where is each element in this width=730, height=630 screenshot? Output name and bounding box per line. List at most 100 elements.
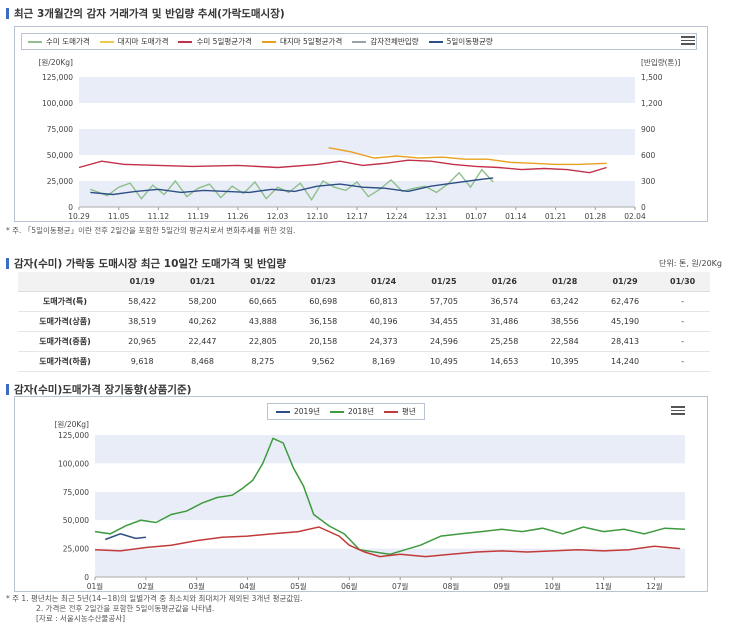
legend-swatch bbox=[261, 40, 276, 43]
grid-band bbox=[95, 548, 685, 577]
x-tick-label: 01.14 bbox=[505, 212, 527, 221]
y-tick-label: 50,000 bbox=[47, 151, 73, 160]
chart2-panel: 2019년 2018년 평년 0 25,000 50,000 75,000 100,00… bbox=[14, 396, 708, 592]
series-line bbox=[104, 533, 146, 541]
section2-title: 감자(수미) 가락동 도매시장 최근 10일간 도매가격 및 반입량 bbox=[14, 258, 286, 270]
table-header: 01/30 bbox=[655, 272, 710, 292]
table-cell: 22,447 bbox=[172, 331, 233, 352]
x-tick-label: 06월 bbox=[341, 581, 358, 591]
section-marker bbox=[6, 384, 9, 395]
legend-item[interactable]: 수미 도매가격 bbox=[28, 36, 90, 47]
y-tick-label: 125,000 bbox=[42, 73, 73, 82]
y-tick-label: 75,000 bbox=[47, 125, 73, 134]
legend-label: 감자전체반입량 bbox=[370, 37, 419, 46]
x-tick-label: 11월 bbox=[595, 581, 612, 591]
table-cell: 63,242 bbox=[534, 291, 595, 312]
table-header-row: 01/19 01/21 01/22 01/23 01/24 01/25 01/2… bbox=[18, 272, 710, 292]
table-cell: - bbox=[655, 311, 710, 332]
section-marker bbox=[6, 258, 9, 269]
table-cell: 40,196 bbox=[353, 311, 414, 332]
chart2-svg: 0 25,000 50,000 75,000 100,000 125,000 [원/20Kg… bbox=[54, 420, 686, 591]
legend-item[interactable]: 대지마 도매가격 bbox=[99, 36, 168, 47]
table-cell: 8,169 bbox=[353, 351, 414, 372]
table-header: 01/22 bbox=[232, 272, 294, 292]
chart1-legend: 수미 도매가격 대지마 도매가격 수미 5일평균가격 대지마 5일평균가격 감자… bbox=[21, 33, 697, 50]
legend-item[interactable]: 2018년 bbox=[330, 406, 374, 417]
x-tick-label: 01.07 bbox=[465, 212, 487, 221]
table-cell: 9,618 bbox=[112, 351, 173, 372]
x-tick-label: 02.04 bbox=[624, 212, 646, 221]
table-cell: 24,373 bbox=[353, 331, 414, 352]
table-header: 01/23 bbox=[293, 272, 354, 292]
x-tick-label: 12.31 bbox=[426, 212, 448, 221]
y-tick-label: 0 bbox=[84, 573, 89, 582]
table-cell: 60,698 bbox=[293, 291, 354, 312]
table-cell: 62,476 bbox=[594, 291, 656, 312]
table-cell: 60,813 bbox=[353, 291, 414, 312]
y-tick-label: 25,000 bbox=[47, 177, 73, 186]
x-tick-label: 12월 bbox=[646, 581, 663, 591]
y2-tick-label: 0 bbox=[641, 203, 646, 212]
table-cell: 58,422 bbox=[112, 291, 173, 312]
table-cell: 40,262 bbox=[172, 311, 233, 332]
row-label: 도매가격(특) bbox=[18, 291, 112, 312]
legend-swatch bbox=[330, 410, 344, 413]
legend-label: 수미 5일평균가격 bbox=[196, 37, 252, 46]
table-cell: 8,468 bbox=[172, 351, 233, 372]
chart1-menu-icon[interactable] bbox=[681, 36, 695, 45]
x-tick-label: 12.17 bbox=[346, 212, 368, 221]
chart1-panel: 수미 도매가격 대지마 도매가격 수미 5일평균가격 대지마 5일평균가격 감자… bbox=[14, 26, 708, 222]
series-line bbox=[328, 147, 607, 166]
x-tick-label: 10월 bbox=[545, 581, 562, 591]
table-cell: 38,519 bbox=[112, 311, 173, 332]
x-tick-label: 02월 bbox=[138, 581, 155, 591]
legend-label: 수미 도매가격 bbox=[46, 37, 90, 46]
table-cell: 57,705 bbox=[413, 291, 475, 312]
x-tick-label: 09월 bbox=[494, 581, 511, 591]
legend-item[interactable]: 대지마 5일평균가격 bbox=[261, 36, 343, 47]
series-line bbox=[94, 437, 686, 556]
legend-swatch bbox=[428, 40, 443, 43]
table-header bbox=[18, 272, 112, 292]
table-cell: - bbox=[655, 291, 710, 312]
table-cell: 36,574 bbox=[474, 291, 535, 312]
y-tick-label: 75,000 bbox=[63, 488, 89, 497]
y-axis-unit: [원/20Kg] bbox=[38, 58, 73, 67]
table-header: 01/28 bbox=[534, 272, 595, 292]
table-header: 01/29 bbox=[594, 272, 656, 292]
legend-item[interactable]: 평년 bbox=[384, 406, 416, 417]
table-cell: - bbox=[655, 331, 710, 352]
x-tick-label: 12.24 bbox=[386, 212, 408, 221]
grid-band bbox=[79, 129, 635, 155]
legend-label: 대지마 5일평균가격 bbox=[279, 37, 343, 46]
legend-item[interactable]: 감자전체반입량 bbox=[352, 36, 419, 47]
section1-heading: 최근 3개월간의 감자 거래가격 및 반입량 추세(가락도매시장) bbox=[6, 6, 285, 21]
y-tick-label: 25,000 bbox=[63, 545, 89, 554]
table-cell: 25,258 bbox=[474, 331, 535, 352]
legend-label: 2019년 bbox=[294, 407, 320, 416]
chart2-legend: 2019년 2018년 평년 bbox=[267, 403, 425, 420]
x-tick-label: 04월 bbox=[239, 581, 256, 591]
y-tick-label: 100,000 bbox=[42, 99, 73, 108]
x-tick-label: 01월 bbox=[87, 581, 104, 591]
grid-band bbox=[95, 491, 685, 521]
legend-swatch bbox=[99, 40, 114, 43]
table-cell: 14,653 bbox=[474, 351, 535, 372]
row-label: 도매가격(상품) bbox=[18, 311, 112, 332]
section3-note-line: 2. 가격은 전후 2일간을 포함한 5일이동평균값을 나타냄. bbox=[36, 604, 215, 613]
series-line bbox=[90, 177, 494, 196]
legend-item[interactable]: 5일이동평균량 bbox=[428, 36, 493, 47]
legend-item[interactable]: 수미 5일평균가격 bbox=[178, 36, 252, 47]
table-cell: 28,413 bbox=[594, 331, 656, 352]
x-tick-label: 11.12 bbox=[148, 212, 170, 221]
legend-item[interactable]: 2019년 bbox=[276, 406, 320, 417]
chart2-menu-icon[interactable] bbox=[671, 406, 685, 415]
section1-title: 최근 3개월간의 감자 거래가격 및 반입량 추세(가락도매시장) bbox=[14, 8, 285, 20]
table-row: 도매가격(하품) 9,618 8,468 8,275 9,562 8,169 1… bbox=[18, 351, 710, 372]
x-tick-label: 01.21 bbox=[545, 212, 567, 221]
x-tick-label: 01.28 bbox=[585, 212, 607, 221]
y2-tick-label: 900 bbox=[641, 125, 656, 134]
y-tick-label: 125,000 bbox=[58, 431, 89, 440]
legend-swatch bbox=[178, 40, 193, 43]
table-cell: 20,158 bbox=[293, 331, 354, 352]
